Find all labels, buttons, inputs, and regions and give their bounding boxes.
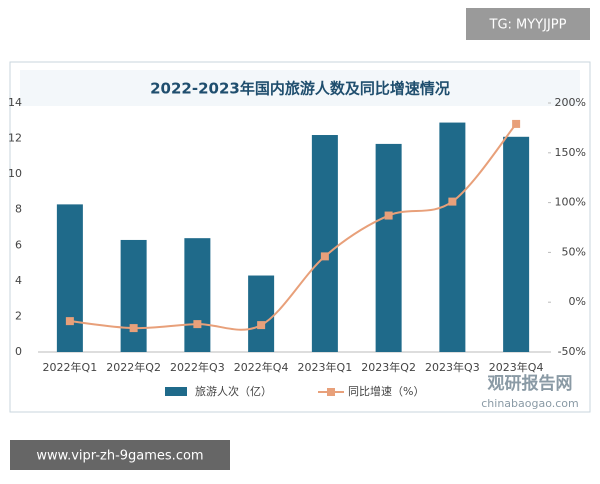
line-marker (257, 321, 266, 330)
chart-title: 2022-2023年国内旅游人数及同比增速情况 (150, 80, 450, 98)
line-marker (320, 252, 329, 261)
bar (120, 239, 147, 352)
y2-tick-label: 150% (555, 146, 586, 159)
line-marker (448, 197, 457, 206)
title-band (20, 70, 580, 106)
y2-tick-label: 100% (555, 196, 586, 209)
bar (311, 135, 338, 352)
y-tick-label: 0 (15, 345, 22, 358)
x-tick-label: 2022年Q3 (170, 360, 225, 374)
y2-tick-label: 200% (555, 96, 586, 109)
line-marker (193, 320, 202, 329)
y-tick-label: 10 (8, 167, 22, 180)
y2-tick-label: 0% (569, 295, 586, 308)
y2-tick-label: -50% (558, 345, 586, 358)
chart-frame (9, 61, 591, 413)
y-tick-label: 14 (8, 96, 22, 109)
x-tick-label: 2022年Q1 (43, 360, 98, 374)
bar (184, 238, 211, 352)
logo: 观研报告网 (487, 373, 573, 394)
legend-label: 同比增速（%） (348, 384, 424, 398)
bottom-url: www.vipr-zh-9games.com (36, 449, 203, 464)
line-marker (512, 119, 521, 128)
x-tick-label: 2022年Q4 (234, 360, 289, 374)
legend-swatch (327, 388, 335, 396)
x-tick-label: 2022年Q2 (106, 360, 161, 374)
tag-box (466, 8, 590, 40)
y-tick-label: 8 (15, 203, 22, 216)
y-tick-label: 4 (15, 274, 22, 287)
bar (248, 275, 275, 352)
bar (503, 136, 530, 352)
line-marker (65, 317, 74, 326)
bar (439, 122, 466, 352)
bar (375, 143, 402, 352)
y-tick-label: 2 (15, 309, 22, 322)
x-tick-label: 2023年Q2 (361, 360, 416, 374)
y2-tick-label: 50% (562, 245, 586, 258)
url-box (10, 440, 230, 470)
legend-swatch (165, 387, 187, 396)
bar (56, 204, 83, 352)
line-marker (129, 324, 138, 333)
logo-url: chinabaogao.com (481, 397, 579, 410)
top-tag: TG: MYYJJPP (489, 18, 567, 33)
x-tick-label: 2023年Q3 (425, 360, 480, 374)
x-tick-label: 2023年Q1 (298, 360, 353, 374)
legend-label: 旅游人次（亿） (195, 384, 272, 398)
y-tick-label: 12 (8, 132, 22, 145)
y-tick-label: 6 (15, 238, 22, 251)
x-tick-label: 2023年Q4 (489, 360, 544, 374)
line-marker (384, 211, 393, 220)
